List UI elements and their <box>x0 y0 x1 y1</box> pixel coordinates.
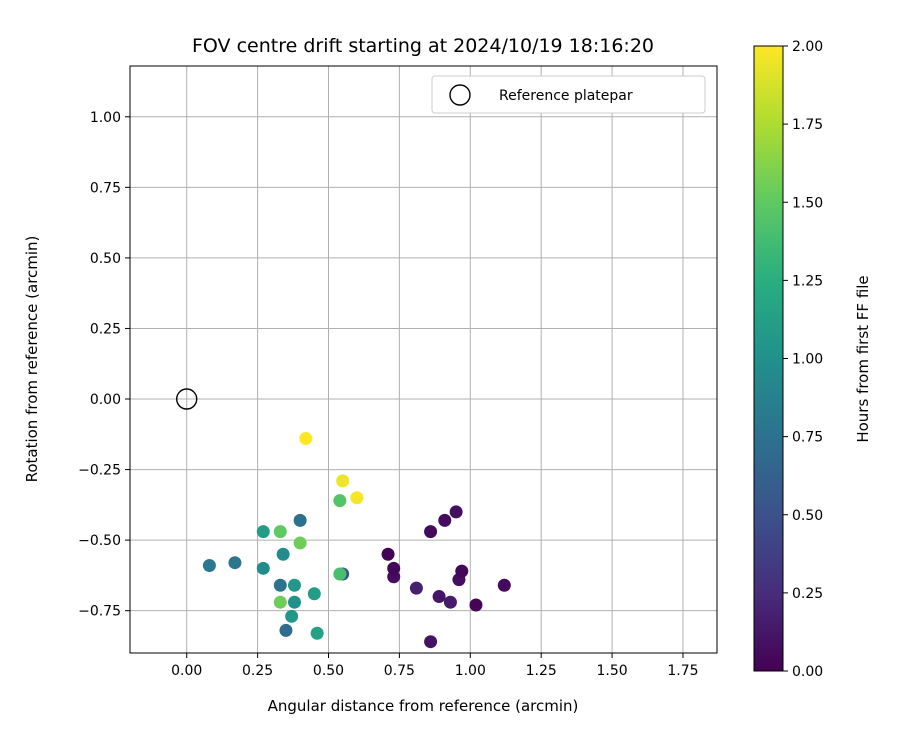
x-axis-label: Angular distance from reference (arcmin) <box>268 697 579 715</box>
legend: Reference platepar <box>431 75 706 114</box>
data-point <box>424 635 438 649</box>
data-point <box>455 564 469 578</box>
x-tick-label: 1.25 <box>526 663 557 679</box>
chart-title: FOV centre drift starting at 2024/10/19 … <box>192 35 654 57</box>
y-tick-label: −0.50 <box>78 533 121 549</box>
colorbar-tick-label: 0.75 <box>792 430 823 446</box>
grid-lines <box>130 66 717 653</box>
data-point <box>279 623 293 637</box>
colorbar-ticks: 0.00 0.25 0.50 0.75 1.00 1.25 1.50 1.75 2.00 <box>783 39 823 680</box>
colorbar-label: Hours from first FF file <box>854 275 872 442</box>
legend-label: Reference platepar <box>499 88 633 104</box>
data-point <box>202 559 216 573</box>
data-points <box>202 432 511 649</box>
data-point <box>293 513 307 527</box>
data-point <box>432 590 446 604</box>
x-tick-label: 0.25 <box>242 663 273 679</box>
data-point <box>350 491 364 505</box>
data-point <box>228 556 242 570</box>
data-point <box>409 581 423 595</box>
x-tick-label: 1.00 <box>455 663 486 679</box>
data-point <box>273 595 287 609</box>
data-point <box>293 536 307 550</box>
legend-marker <box>449 84 471 106</box>
y-tick-label: 1.00 <box>90 110 121 126</box>
x-tick-label: 0.00 <box>171 663 202 679</box>
colorbar: 0.00 0.25 0.50 0.75 1.00 1.25 1.50 1.75 2.00 Hou… <box>753 39 872 680</box>
colorbar-gradient <box>753 45 784 672</box>
y-tick-label: 0.50 <box>90 251 121 267</box>
y-tick-label: 0.25 <box>90 321 121 337</box>
data-point <box>497 578 511 592</box>
data-point <box>256 561 270 575</box>
x-axis: 0.00 0.25 0.50 0.75 1.00 1.25 1.50 1.75 <box>171 653 699 679</box>
data-point <box>307 587 321 601</box>
colorbar-tick-label: 1.25 <box>792 273 823 289</box>
y-tick-label: −0.25 <box>78 463 121 479</box>
colorbar-tick-label: 0.50 <box>792 508 823 524</box>
data-point <box>424 525 438 539</box>
data-point <box>469 598 483 612</box>
data-point <box>443 595 457 609</box>
y-tick-label: 0.75 <box>90 180 121 196</box>
data-point <box>287 578 301 592</box>
reference-marker <box>176 388 198 410</box>
data-point <box>387 561 401 575</box>
colorbar-tick-label: 1.75 <box>792 117 823 133</box>
x-tick-label: 1.50 <box>596 663 627 679</box>
y-axis: −0.75 −0.50 −0.25 0.00 0.25 0.50 0.75 1.00 <box>78 110 130 620</box>
data-point <box>256 525 270 539</box>
y-tick-label: −0.75 <box>78 604 121 620</box>
colorbar-tick-label: 1.00 <box>792 352 823 368</box>
data-point <box>287 595 301 609</box>
colorbar-tick-label: 0.00 <box>792 664 823 680</box>
data-point <box>310 626 324 640</box>
plot-frame <box>129 65 718 654</box>
x-tick-label: 0.75 <box>384 663 415 679</box>
colorbar-tick-label: 2.00 <box>792 39 823 55</box>
colorbar-tick-label: 1.50 <box>792 195 823 211</box>
x-tick-label: 1.75 <box>667 663 698 679</box>
y-tick-label: 0.00 <box>90 392 121 408</box>
data-point <box>273 578 287 592</box>
data-point <box>333 494 347 508</box>
data-point <box>273 525 287 539</box>
data-point <box>336 474 350 488</box>
x-tick-label: 0.50 <box>313 663 344 679</box>
data-point <box>299 432 313 446</box>
data-point <box>438 513 452 527</box>
data-point <box>276 547 290 561</box>
colorbar-tick-label: 0.25 <box>792 586 823 602</box>
data-point <box>333 567 347 581</box>
data-point <box>381 547 395 561</box>
data-point <box>285 609 299 623</box>
y-axis-label: Rotation from reference (arcmin) <box>23 236 41 483</box>
legend-box <box>431 75 706 114</box>
data-point <box>449 505 463 519</box>
